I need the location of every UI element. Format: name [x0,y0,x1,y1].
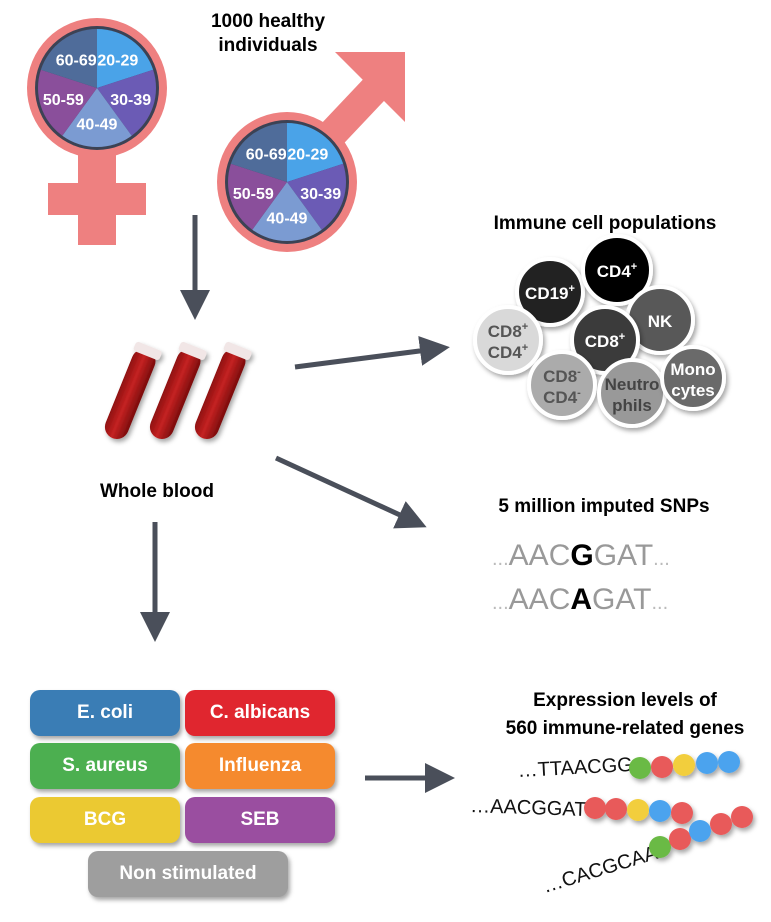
svg-text:Mono: Mono [670,360,715,379]
svg-text:CD8-: CD8- [543,366,581,386]
expression-beads [584,751,753,858]
svg-text:...AACGGAT...: ...AACGGAT... [492,539,670,572]
male-age-pie: 20-29 30-39 40-49 50-59 60-69 [225,120,349,244]
svg-text:...AACAGAT...: ...AACAGAT... [492,583,668,616]
whole-blood-label: Whole blood [100,481,214,502]
age-label: 40-49 [267,210,308,227]
expression-bead [689,820,711,842]
age-label: 20-29 [97,52,138,69]
expression-title-2: 560 immune-related genes [506,718,745,739]
stimulus-bcg: BCG [30,797,180,843]
pie-slice-30-39 [287,163,347,230]
cohort-label-line2: individuals [218,35,317,56]
svg-text:CD4+: CD4+ [488,342,528,362]
age-label: 30-39 [300,186,341,203]
stimulus-label: C. albicans [209,702,311,723]
cell-neutrophils: Neutro phils [597,358,667,428]
blood-tubes-icon [104,341,252,439]
expression-bead [605,798,627,820]
cell-cd8cd4: CD8+CD4+ [473,305,543,375]
snp-sequence-2: ...AACAGAT... [492,583,668,616]
expression-bead [673,754,695,776]
pie-slice-60-69 [40,29,97,88]
cell-cd8cd4: CD8-CD4- [527,350,597,420]
age-label: 30-39 [110,92,151,109]
expression-bead [651,756,673,778]
stimulus-label: SEB [240,809,280,830]
age-label: 40-49 [77,116,118,133]
cell-cd4: CD4+ [581,234,653,306]
pie-slice-40-49 [62,88,132,148]
stimulus-seb: SEB [185,797,335,843]
expression-bead [649,800,671,822]
age-label: 50-59 [233,186,274,203]
svg-text:Neutro: Neutro [605,375,660,394]
expression-bead [718,751,740,773]
age-label: 60-69 [56,52,97,69]
stimulus-label: BCG [83,809,127,830]
expression-bead [696,752,718,774]
svg-text:cytes: cytes [671,381,714,400]
cohort-label-line1: 1000 healthy [211,11,325,32]
svg-text:phils: phils [612,396,652,415]
svg-text:CD19+: CD19+ [525,283,575,303]
expression-title-1: Expression levels of [533,690,717,711]
svg-text:NK: NK [648,312,673,331]
expression-bead [584,797,606,819]
arrow-to-cells [294,336,450,370]
pie-slice-50-59 [38,69,97,136]
pie-slice-20-29 [97,29,154,88]
age-label: 50-59 [43,92,84,109]
svg-text:CD8+: CD8+ [488,321,528,341]
stimulus-influenza: Influenza [185,743,335,789]
svg-text:CD4+: CD4+ [597,261,637,281]
expression-bead [629,757,651,779]
stimulus-ecoli: E. coli [30,690,180,736]
gene-sequence-3: …CACGCAA [540,842,661,898]
gene-sequence-1: …TTAACGG [517,754,633,782]
expression-bead [627,799,649,821]
arrow-to-snps [274,455,427,529]
male-symbol-icon: 20-29 30-39 40-49 50-59 60-69 [217,52,405,252]
age-label: 60-69 [246,146,287,163]
snp-sequence-1: ...AACGGAT... [492,539,670,572]
stimulus-label: Non stimulated [119,863,257,884]
pie-slice-30-39 [97,69,157,136]
cell-monocytes: Mono cytes [660,345,726,411]
pie-slice-60-69 [230,123,287,182]
stimulus-non-stimulated: Non stimulated [88,851,288,897]
stimulus-label: E. coli [77,702,133,723]
female-symbol-icon: 20-29 30-39 40-49 50-59 60-69 [27,18,167,245]
stimulus-label: S. aureus [62,755,148,776]
expression-bead [710,813,732,835]
age-label: 20-29 [287,146,328,163]
expression-bead [731,806,753,828]
expression-bead [649,836,671,858]
immune-title: Immune cell populations [494,213,717,234]
expression-bead [669,828,691,850]
pie-slice-40-49 [252,182,322,241]
pie-slice-20-29 [287,123,344,182]
cell-cd19: CD19+ [515,257,585,327]
stimulus-c-albicans: C. albicans [185,690,335,736]
pie-slice-50-59 [228,163,287,230]
svg-text:CD8+: CD8+ [585,331,625,351]
stimulus-label: Influenza [218,755,302,776]
female-age-pie: 20-29 30-39 40-49 50-59 60-69 [35,26,159,150]
stimulus-s-aureus: S. aureus [30,743,180,789]
snps-title: 5 million imputed SNPs [498,496,709,517]
svg-text:CD4-: CD4- [543,387,581,407]
gene-sequence-2: …AACGGAT [470,795,587,821]
expression-bead [671,802,693,824]
